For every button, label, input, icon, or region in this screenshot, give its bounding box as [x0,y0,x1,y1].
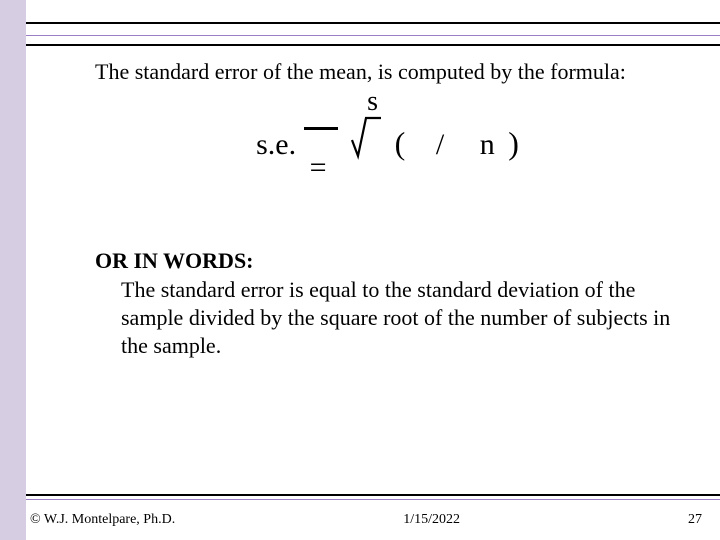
open-paren: ( [395,125,406,161]
footer: © W.J. Montelpare, Ph.D. 1/15/2022 27 [30,512,702,528]
formula-s-var: s [367,88,378,116]
bottom-rule-purple [26,499,720,500]
left-sidebar-strip [0,0,26,540]
or-in-words-block: OR IN WORDS: The standard error is equal… [95,248,680,360]
slide-content: The standard error of the mean, is compu… [95,58,680,360]
footer-date: 1/15/2022 [403,512,460,528]
sqrt-mark: s [351,116,381,160]
bottom-rule-black [26,494,720,496]
formula-block: s.e. = s ( s / n ) [95,108,680,188]
top-rule-3 [26,44,720,46]
formula-lhs: s.e. [256,128,296,161]
top-rule-1 [26,22,720,24]
intro-text: The standard error of the mean, is compu… [95,58,680,86]
footer-author: © W.J. Montelpare, Ph.D. [30,512,175,528]
or-in-words-heading: OR IN WORDS: [95,248,680,274]
top-rule-2-purple [26,35,720,36]
footer-page-no: 27 [688,512,702,528]
overbar-mark [304,127,338,130]
equals-sign: = [310,153,327,183]
intro-paragraph: The standard error of the mean, is compu… [95,58,680,86]
or-in-words-body: The standard error is equal to the stand… [95,276,680,360]
formula-n-var: n [480,128,495,161]
close-paren: ) [508,125,519,161]
formula-slash: / [436,128,444,161]
